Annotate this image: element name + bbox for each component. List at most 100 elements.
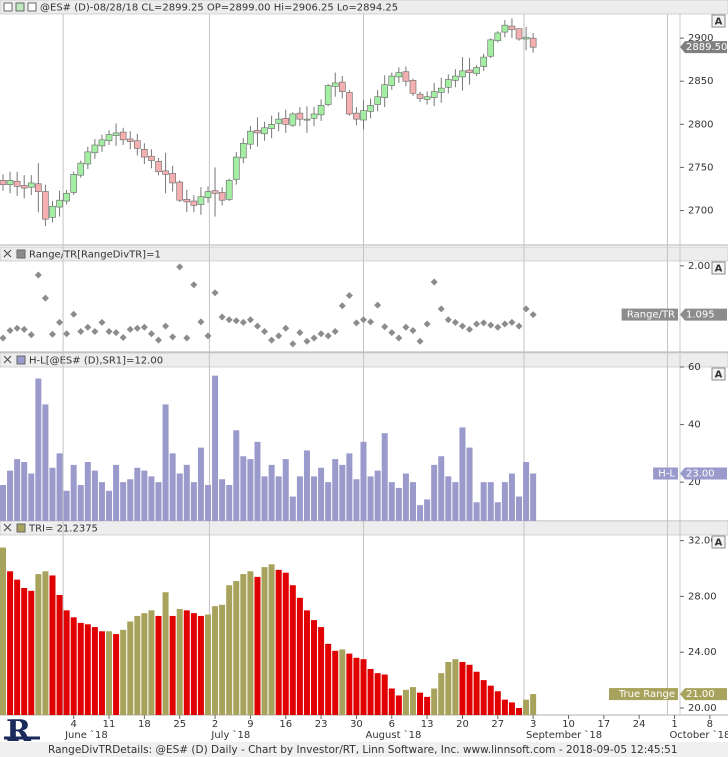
header-checkbox: [15, 2, 25, 12]
candle-body: [353, 112, 360, 120]
pane-title: Range/TR[RangeDivTR]=1: [29, 250, 161, 261]
candle-body: [437, 87, 445, 93]
candle-body: [176, 181, 184, 201]
candle-body: [374, 96, 381, 105]
point: [487, 321, 495, 329]
bar: [219, 604, 226, 715]
point: [84, 323, 92, 331]
close-icon[interactable]: [3, 523, 12, 532]
autoscale-button-label[interactable]: A: [715, 538, 723, 549]
point: [515, 322, 523, 330]
bar: [303, 610, 310, 715]
candle-body: [218, 192, 226, 201]
last-value-label: 2889.50: [686, 42, 727, 53]
point: [388, 329, 396, 337]
candle-body: [529, 37, 537, 48]
candle-body: [409, 80, 417, 94]
point: [70, 310, 78, 318]
point: [303, 337, 311, 345]
point: [253, 322, 261, 330]
autoscale-button[interactable]: [711, 14, 726, 28]
point: [317, 330, 325, 338]
point: [197, 318, 205, 326]
point: [225, 316, 233, 324]
candle-body: [254, 130, 261, 134]
bar: [494, 502, 501, 521]
autoscale-button[interactable]: [711, 261, 726, 275]
x-tick-label: 10: [562, 719, 575, 730]
bar: [84, 624, 91, 715]
candle-body: [148, 155, 155, 161]
point: [360, 316, 367, 324]
bar: [134, 615, 141, 715]
point: [133, 324, 141, 332]
point: [218, 313, 226, 321]
candle-body: [13, 180, 21, 187]
close-icon[interactable]: [3, 355, 12, 364]
bar: [148, 476, 155, 521]
series-name-box: [621, 308, 678, 321]
bar: [233, 581, 240, 715]
point: [352, 319, 360, 327]
candle-body: [91, 144, 99, 154]
last-value-label: 1.095: [686, 310, 715, 321]
bar: [289, 496, 296, 521]
candle-body: [473, 67, 480, 74]
autoscale-button[interactable]: [711, 367, 726, 381]
bar: [240, 574, 247, 715]
candle-body: [112, 132, 120, 136]
bar: [120, 629, 127, 715]
autoscale-button-label[interactable]: A: [715, 370, 723, 381]
bar: [42, 571, 49, 715]
y-tick-label: 2750: [688, 162, 713, 173]
candle-body: [211, 190, 219, 194]
candle-body: [105, 134, 113, 142]
bar: [254, 441, 261, 521]
candle-body: [416, 93, 424, 99]
bar: [473, 671, 480, 715]
point: [381, 323, 389, 331]
point: [147, 330, 155, 338]
bar: [275, 569, 282, 715]
y-tick-label: 24.00: [688, 647, 717, 658]
x-tick-label: 27: [491, 719, 504, 730]
candle-body: [423, 96, 431, 100]
y-tick-label: 2900: [688, 33, 713, 44]
bar: [325, 643, 332, 715]
point: [289, 340, 297, 348]
point: [6, 326, 14, 334]
candle-body: [501, 24, 509, 33]
candle-body: [204, 191, 212, 198]
point: [324, 332, 332, 340]
point: [41, 294, 49, 302]
point: [48, 330, 56, 338]
bar: [162, 592, 169, 715]
autoscale-button-label[interactable]: A: [715, 264, 723, 275]
series-name-label: True Range: [618, 689, 675, 700]
close-icon[interactable]: [3, 249, 12, 258]
bar: [7, 470, 14, 521]
autoscale-button[interactable]: [711, 535, 726, 549]
candle-body: [452, 75, 459, 81]
header-checkbox: [3, 2, 13, 12]
candle-body: [388, 75, 396, 86]
y-tick-label: 20: [688, 477, 701, 488]
candle-body: [20, 185, 28, 189]
bar: [360, 659, 367, 715]
candle-body: [508, 25, 516, 30]
point: [466, 325, 474, 333]
bar: [268, 464, 275, 521]
bar: [120, 482, 127, 521]
autoscale-button-label[interactable]: A: [715, 17, 723, 28]
bar: [148, 610, 155, 715]
x-tick-label: 24: [633, 719, 646, 730]
candle-body: [360, 110, 367, 121]
bar: [452, 482, 459, 521]
bar: [70, 464, 77, 521]
x-tick-label: 18: [138, 719, 151, 730]
point: [529, 311, 537, 319]
point: [140, 323, 148, 331]
point: [91, 328, 99, 336]
bar: [56, 453, 63, 521]
bar: [77, 485, 84, 521]
